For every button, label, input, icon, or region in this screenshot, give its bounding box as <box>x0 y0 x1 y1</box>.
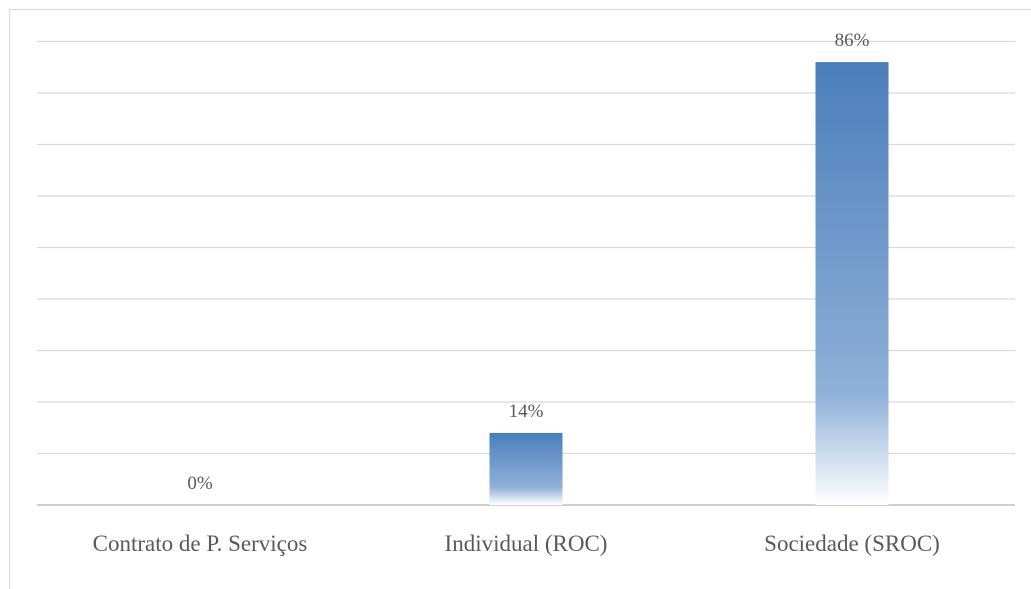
chart-area <box>9 9 1031 589</box>
data-label: 86% <box>835 30 870 51</box>
data-label: 0% <box>187 473 213 494</box>
data-labels: 0% 14% 86% <box>187 30 869 494</box>
x-tick-label: Sociedade (SROC) <box>764 531 940 556</box>
x-axis-tick-labels: Contrato de P. Serviços Individual (ROC) S… <box>93 531 940 556</box>
bar-chart: 0% 14% 86% Contrato de P. Serviços Individu… <box>37 30 1015 556</box>
bars <box>489 62 889 505</box>
data-label: 14% <box>509 401 544 422</box>
bar <box>815 62 889 505</box>
bar <box>489 432 563 505</box>
x-tick-label: Individual (ROC) <box>445 531 608 556</box>
x-tick-label: Contrato de P. Serviços <box>93 531 308 556</box>
